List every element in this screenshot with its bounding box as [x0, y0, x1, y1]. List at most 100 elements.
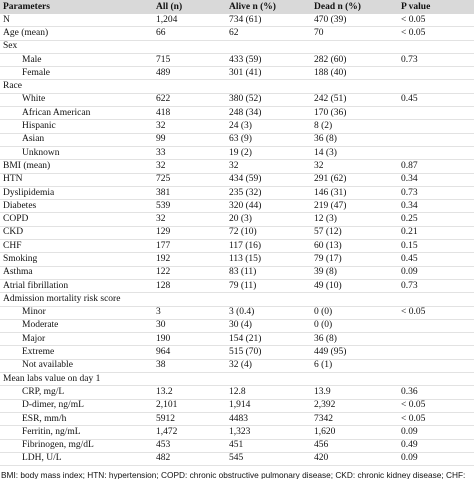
cell: 434 (59)	[226, 173, 311, 187]
empty-cell	[398, 345, 474, 360]
cell: 13.2	[153, 385, 226, 400]
table-row: Asian 99 63 (9) 36 (8)	[0, 133, 474, 147]
cell: 19 (2)	[226, 146, 311, 161]
cell: 1,914	[226, 399, 311, 413]
row-label: Extreme	[0, 345, 153, 360]
cell: 0.73	[398, 279, 474, 294]
cell: 38	[153, 359, 226, 374]
cell: 2,392	[311, 399, 398, 413]
cell: 1,204	[153, 14, 226, 28]
table-row: Admission mortality risk score	[0, 292, 474, 307]
table-row: Dyslipidemia 381 235 (32) 146 (31) 0.73	[0, 186, 474, 201]
row-label: Race	[0, 79, 153, 94]
cell: 63 (9)	[226, 133, 311, 147]
cell: 725	[153, 173, 226, 187]
cell: 449 (95)	[311, 345, 398, 360]
table-row: HTN 725 434 (59) 291 (62) 0.34	[0, 173, 474, 187]
empty-cell	[226, 40, 311, 54]
cell: 0.45	[398, 252, 474, 267]
cell: 32	[153, 212, 226, 227]
cell: 6 (1)	[311, 359, 398, 374]
cell: 12.8	[226, 385, 311, 400]
table-row: Ferritin, ng/mL 1,472 1,323 1,620 0.09	[0, 425, 474, 440]
cell: 72 (10)	[226, 226, 311, 241]
cell: < 0.05	[398, 26, 474, 41]
table-row: Race	[0, 79, 474, 94]
empty-cell	[226, 79, 311, 94]
cell: 3 (0.4)	[226, 306, 311, 320]
cell: 0.09	[398, 452, 474, 467]
header-cell: Parameters	[0, 0, 153, 14]
cell: 30 (4)	[226, 319, 311, 334]
cell: < 0.05	[398, 412, 474, 427]
empty-cell	[398, 40, 474, 54]
cell: 320 (44)	[226, 199, 311, 214]
table-row: Asthma 122 83 (11) 39 (8) 0.09	[0, 266, 474, 280]
cell: 30	[153, 319, 226, 334]
row-label: Sex	[0, 40, 153, 54]
cell: 66	[153, 26, 226, 41]
empty-cell	[398, 319, 474, 334]
cell: 451	[226, 439, 311, 453]
row-label: Diabetes	[0, 199, 153, 214]
empty-cell	[153, 292, 226, 307]
empty-cell	[398, 106, 474, 121]
cell: 79 (11)	[226, 279, 311, 294]
cell: 36 (8)	[311, 133, 398, 147]
cell: 39 (8)	[311, 266, 398, 280]
cell: 964	[153, 345, 226, 360]
cell: 32	[153, 119, 226, 134]
cell: 32 (4)	[226, 359, 311, 374]
row-label: Not available	[0, 359, 153, 374]
row-label: Unknown	[0, 146, 153, 161]
table-row: Hispanic 32 24 (3) 8 (2)	[0, 119, 474, 134]
table-row: CKD 129 72 (10) 57 (12) 0.21	[0, 226, 474, 241]
cell: 381	[153, 186, 226, 201]
cell: 3	[153, 306, 226, 320]
table-row: Mean labs value on day 1	[0, 372, 474, 387]
empty-cell	[311, 79, 398, 94]
table-row: Moderate 30 30 (4) 0 (0)	[0, 319, 474, 334]
cell: 734 (61)	[226, 14, 311, 28]
cell: 453	[153, 439, 226, 453]
footnote: BMI: body mass index; HTN: hypertension;…	[1, 470, 466, 479]
table-row: Age (mean) 66 62 70 < 0.05	[0, 26, 474, 41]
cell: < 0.05	[398, 306, 474, 320]
cell: < 0.05	[398, 14, 474, 28]
row-label: CRP, mg/L	[0, 385, 153, 400]
cell: 545	[226, 452, 311, 467]
cell: 282 (60)	[311, 53, 398, 68]
cell: 0.49	[398, 439, 474, 453]
empty-cell	[398, 146, 474, 161]
cell: 122	[153, 266, 226, 280]
empty-cell	[398, 79, 474, 94]
row-label: CHF	[0, 239, 153, 254]
table-row: Sex	[0, 40, 474, 54]
cell: 1,323	[226, 425, 311, 440]
cell: 49 (10)	[311, 279, 398, 294]
cell: 99	[153, 133, 226, 147]
cell: 715	[153, 53, 226, 68]
row-label: African American	[0, 106, 153, 121]
row-label: Ferritin, ng/mL	[0, 425, 153, 440]
row-label: Smoking	[0, 252, 153, 267]
cell: 489	[153, 66, 226, 81]
cell: 470 (39)	[311, 14, 398, 28]
table-row: CHF 177 117 (16) 60 (13) 0.15	[0, 239, 474, 254]
row-label: Male	[0, 53, 153, 68]
cell: 32	[153, 159, 226, 174]
cell: 13.9	[311, 385, 398, 400]
empty-cell	[153, 79, 226, 94]
table-row: COPD 32 20 (3) 12 (3) 0.25	[0, 212, 474, 227]
row-label: Mean labs value on day 1	[0, 372, 153, 387]
row-label: BMI (mean)	[0, 159, 153, 174]
row-label: White	[0, 93, 153, 108]
row-label: Major	[0, 332, 153, 347]
cell: 0.34	[398, 199, 474, 214]
cell: 291 (62)	[311, 173, 398, 187]
cell: 482	[153, 452, 226, 467]
cell: 622	[153, 93, 226, 108]
data-table: Parameters All (n) Alive n (%) Dead n (%) P …	[0, 0, 474, 467]
cell: 36 (8)	[311, 332, 398, 347]
